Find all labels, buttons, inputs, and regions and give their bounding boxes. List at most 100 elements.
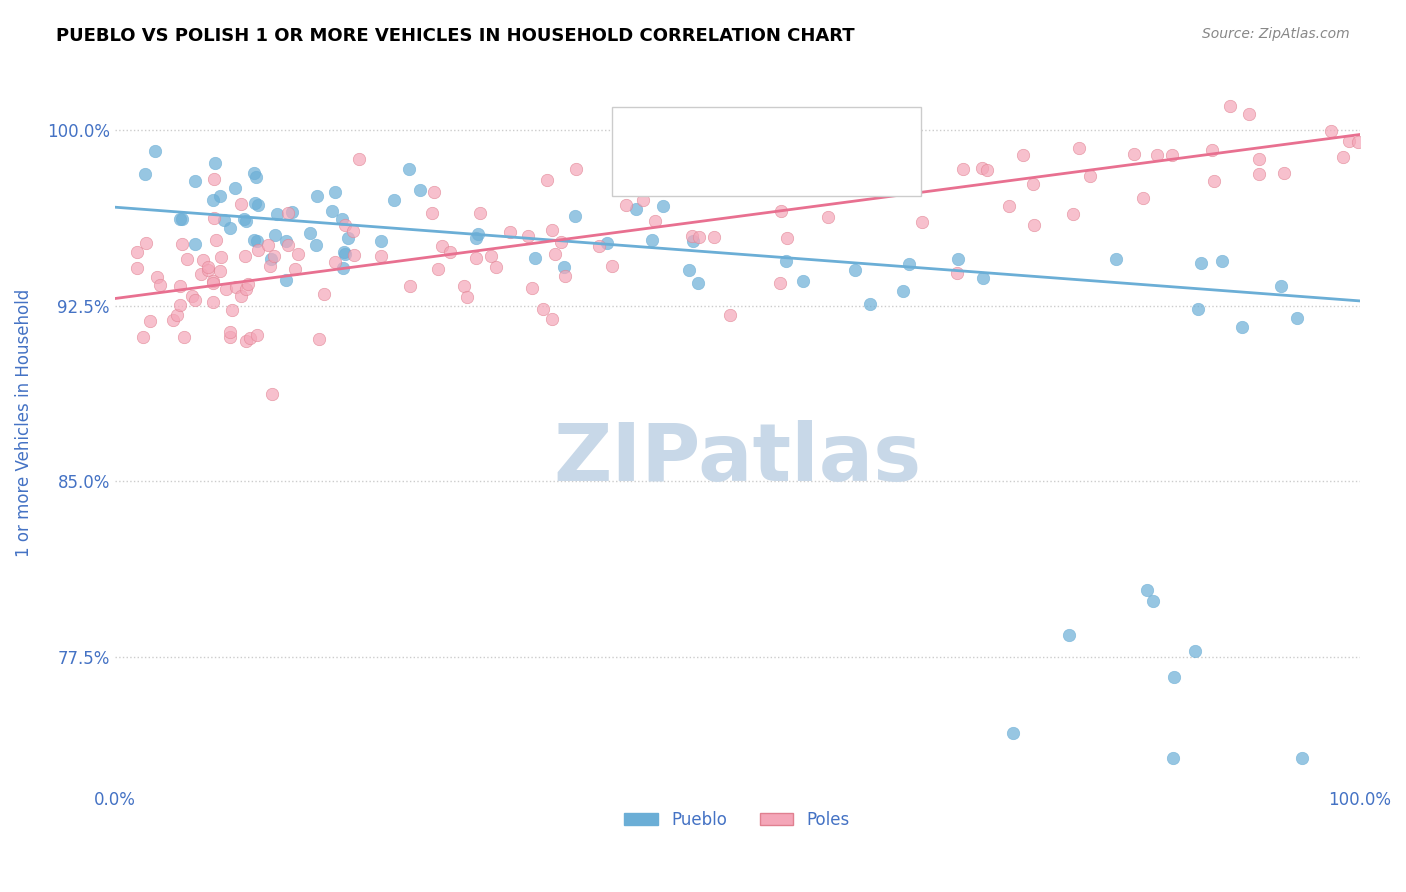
- Pueblo: [242, 166, 264, 180]
- Pueblo: [686, 276, 709, 290]
- Poles: [343, 247, 366, 261]
- Legend: Pueblo, Poles: Pueblo, Poles: [617, 805, 856, 836]
- Text: PUEBLO VS POLISH 1 OR MORE VEHICLES IN HOUSEHOLD CORRELATION CHART: PUEBLO VS POLISH 1 OR MORE VEHICLES IN H…: [56, 27, 855, 45]
- Text: N =: N =: [778, 161, 811, 177]
- Poles: [499, 225, 522, 239]
- Pueblo: [323, 185, 346, 199]
- Poles: [439, 245, 461, 260]
- Y-axis label: 1 or more Vehicles in Household: 1 or more Vehicles in Household: [15, 289, 32, 557]
- Pueblo: [1142, 594, 1164, 608]
- Poles: [132, 329, 155, 343]
- Poles: [202, 276, 225, 290]
- Poles: [127, 245, 149, 260]
- Pueblo: [143, 144, 166, 158]
- Poles: [208, 264, 231, 278]
- Poles: [1237, 107, 1260, 121]
- Pueblo: [641, 233, 664, 247]
- Poles: [1333, 150, 1355, 164]
- Poles: [536, 172, 558, 186]
- Pueblo: [1286, 310, 1309, 325]
- Poles: [1123, 147, 1146, 161]
- Pueblo: [859, 296, 882, 310]
- Pueblo: [274, 273, 297, 287]
- Poles: [173, 329, 195, 343]
- Poles: [479, 249, 502, 263]
- Text: 0.444: 0.444: [696, 161, 744, 177]
- Pueblo: [398, 161, 420, 176]
- Pueblo: [247, 198, 270, 212]
- Poles: [247, 243, 270, 257]
- Pueblo: [1230, 320, 1253, 334]
- Poles: [776, 231, 799, 245]
- Poles: [1320, 123, 1343, 137]
- Pueblo: [1189, 255, 1212, 269]
- Poles: [531, 301, 554, 316]
- Pueblo: [524, 251, 547, 265]
- Text: 124: 124: [820, 161, 851, 177]
- Pueblo: [792, 274, 814, 288]
- Pueblo: [370, 234, 392, 248]
- Poles: [225, 279, 247, 293]
- Poles: [149, 278, 172, 293]
- Poles: [465, 251, 488, 265]
- Pueblo: [844, 262, 866, 277]
- Pueblo: [333, 247, 356, 261]
- Poles: [422, 205, 444, 219]
- Poles: [197, 262, 219, 277]
- Poles: [256, 238, 278, 252]
- Pueblo: [330, 212, 353, 227]
- Poles: [891, 137, 914, 152]
- Poles: [456, 290, 478, 304]
- Poles: [231, 288, 253, 302]
- Text: N =: N =: [778, 127, 811, 142]
- Pueblo: [972, 271, 994, 285]
- Poles: [688, 229, 710, 244]
- Poles: [162, 313, 184, 327]
- Poles: [1161, 148, 1184, 162]
- Pueblo: [263, 227, 285, 242]
- Poles: [323, 255, 346, 269]
- Poles: [1132, 191, 1154, 205]
- Pueblo: [218, 220, 240, 235]
- Poles: [169, 297, 191, 311]
- Poles: [1347, 136, 1369, 150]
- Pueblo: [201, 193, 224, 207]
- Poles: [221, 303, 243, 318]
- Poles: [769, 203, 792, 218]
- Poles: [347, 152, 370, 166]
- Text: R =: R =: [659, 127, 693, 142]
- Pueblo: [169, 211, 191, 226]
- Pueblo: [1211, 253, 1233, 268]
- Pueblo: [1136, 582, 1159, 597]
- Pueblo: [235, 214, 257, 228]
- Pueblo: [184, 236, 207, 251]
- Pueblo: [467, 227, 489, 242]
- Pueblo: [305, 238, 328, 252]
- Pueblo: [564, 209, 586, 223]
- Pueblo: [209, 188, 232, 202]
- Pueblo: [1163, 670, 1185, 684]
- Poles: [600, 259, 623, 273]
- Pueblo: [898, 257, 921, 271]
- Poles: [202, 294, 225, 309]
- Poles: [970, 161, 993, 175]
- Pueblo: [595, 235, 617, 250]
- Text: Source: ZipAtlas.com: Source: ZipAtlas.com: [1202, 27, 1350, 41]
- Pueblo: [332, 260, 354, 275]
- Poles: [184, 293, 207, 308]
- Pueblo: [245, 170, 267, 185]
- Poles: [233, 249, 256, 263]
- FancyBboxPatch shape: [621, 120, 651, 147]
- Pueblo: [409, 183, 432, 197]
- Poles: [201, 274, 224, 288]
- Poles: [1146, 148, 1168, 162]
- Poles: [1272, 166, 1295, 180]
- Pueblo: [1001, 726, 1024, 740]
- Poles: [277, 238, 299, 252]
- Poles: [312, 287, 335, 301]
- Poles: [202, 171, 225, 186]
- Poles: [1022, 218, 1045, 232]
- Poles: [997, 199, 1019, 213]
- Poles: [1219, 99, 1241, 113]
- Poles: [197, 260, 219, 275]
